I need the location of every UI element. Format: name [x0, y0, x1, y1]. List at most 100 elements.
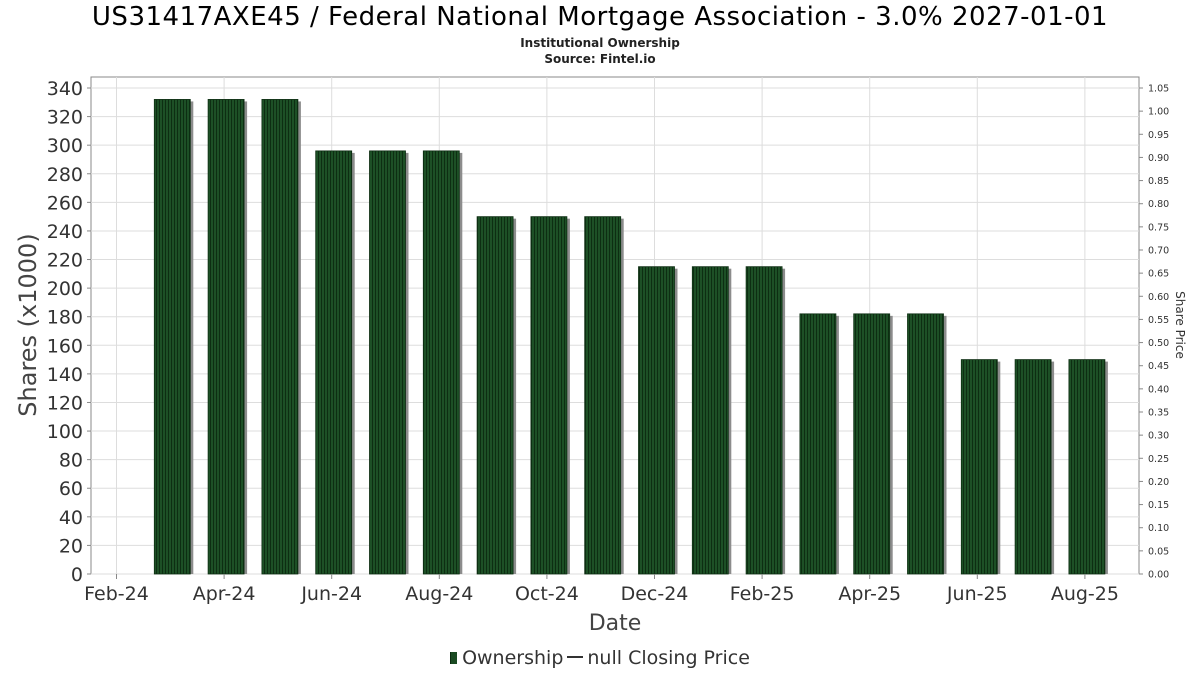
y2-tick-label: 0.40 — [1148, 384, 1169, 395]
bar-body — [907, 313, 944, 575]
bar-body — [638, 266, 675, 575]
ownership-bar — [1068, 359, 1108, 575]
y2-tick-label: 0.20 — [1148, 477, 1169, 488]
y-tick-label: 240 — [47, 221, 83, 243]
ownership-bar — [153, 99, 194, 575]
chart-subtitle-source: Source: Fintel.io — [544, 52, 656, 66]
legend-ownership-label: Ownership — [462, 647, 564, 669]
chart-title: US31417AXE45 / Federal National Mortgage… — [91, 2, 1109, 32]
x-tick-label: Aug-24 — [405, 583, 473, 605]
ownership-bar — [960, 359, 1001, 575]
ownership-bar — [207, 99, 248, 575]
y2-tick-label: 1.00 — [1148, 107, 1169, 118]
ownership-bar — [422, 150, 463, 575]
ownership-bar — [691, 266, 732, 575]
chart-subtitle-ownership: Institutional Ownership — [520, 36, 680, 50]
ownership-bar — [530, 216, 570, 575]
ownership-bar — [261, 99, 301, 575]
ownership-legend-swatch — [450, 652, 458, 664]
ownership-bar — [907, 313, 947, 575]
bar-body — [422, 150, 460, 575]
y2-tick-label: 0.80 — [1148, 199, 1169, 210]
bar-body — [691, 266, 729, 575]
y-tick-label: 40 — [59, 507, 83, 529]
y-tick-label: 200 — [47, 278, 83, 300]
y-tick-label: 140 — [47, 364, 83, 386]
y-tick-label: 20 — [59, 535, 83, 557]
y-tick-label: 260 — [47, 192, 83, 214]
y-tick-label: 180 — [47, 307, 83, 329]
y2-tick-label: 0.35 — [1148, 408, 1169, 419]
ownership-bar — [853, 313, 893, 575]
y2-tick-label: 0.05 — [1148, 546, 1169, 557]
chart-legend: Ownership null Closing Price — [0, 647, 1200, 669]
bar-body — [476, 216, 514, 575]
bar-body — [853, 313, 891, 575]
bar-body — [584, 216, 622, 575]
x-axis-ticks: Feb-24 Apr-24 Jun-24 Aug-24 Oct-24 Dec-24 Feb-… — [84, 574, 1119, 605]
y2-tick-label: 0.90 — [1148, 153, 1169, 164]
ownership-bar — [369, 150, 409, 575]
bar-body — [315, 150, 353, 575]
y2-tick-label: 0.60 — [1148, 292, 1169, 303]
x-tick-label: Dec-24 — [621, 583, 689, 605]
bar-body — [745, 266, 783, 575]
y-axis-label: Shares (x1000) — [14, 233, 42, 416]
y2-tick-label: 0.25 — [1148, 454, 1169, 465]
y-tick-label: 280 — [47, 164, 83, 186]
y2-tick-label: 0.70 — [1148, 246, 1169, 257]
y2-tick-label: 0.00 — [1148, 570, 1169, 581]
ownership-bar — [1014, 359, 1055, 575]
y2-tick-label: 0.85 — [1148, 176, 1169, 187]
y-tick-label: 80 — [59, 450, 83, 472]
y-tick-label: 100 — [47, 421, 83, 443]
y-tick-label: 220 — [47, 250, 83, 272]
ownership-bar — [315, 150, 355, 575]
y2-tick-label: 0.30 — [1148, 431, 1169, 442]
y2-tick-label: 1.05 — [1148, 84, 1169, 95]
y-tick-label: 120 — [47, 392, 83, 414]
x-tick-label: Feb-25 — [730, 583, 795, 605]
bar-body — [1068, 359, 1106, 575]
bar-body — [207, 99, 245, 575]
y-tick-label: 340 — [47, 78, 83, 100]
x-tick-label: Oct-24 — [515, 583, 579, 605]
ownership-bar — [476, 216, 517, 575]
y2-tick-label: 0.50 — [1148, 338, 1169, 349]
y2-tick-label: 0.55 — [1148, 315, 1169, 326]
bar-body — [960, 359, 998, 575]
bar-body — [261, 99, 299, 575]
x-tick-label: Feb-24 — [84, 583, 149, 605]
y-tick-label: 300 — [47, 135, 83, 157]
y-tick-label: 160 — [47, 335, 83, 357]
y2-tick-label: 0.95 — [1148, 130, 1169, 141]
x-axis-label: Date — [589, 611, 642, 636]
bar-body — [530, 216, 568, 575]
x-tick-label: Apr-25 — [838, 583, 901, 605]
ownership-bar — [638, 266, 678, 575]
y-axis-ticks: 0 20 40 60 80 100 120 140 160 180 200 220 240 260 280 3… — [47, 78, 91, 586]
ownership-bar — [745, 266, 786, 575]
ownership-bar — [584, 216, 624, 575]
bar-body — [799, 313, 837, 575]
y2-tick-label: 0.15 — [1148, 500, 1169, 511]
bar-body — [369, 150, 406, 575]
x-tick-label: Jun-24 — [300, 583, 362, 605]
ownership-bar — [799, 313, 839, 575]
y2-tick-label: 0.65 — [1148, 269, 1169, 280]
y-tick-label: 60 — [59, 478, 83, 500]
y2-axis-label: Share Price — [1173, 291, 1187, 359]
y-tick-label: 320 — [47, 107, 83, 129]
y2-tick-label: 0.10 — [1148, 523, 1169, 534]
x-tick-label: Jun-25 — [946, 583, 1008, 605]
bar-body — [153, 99, 191, 575]
x-tick-label: Apr-24 — [193, 583, 256, 605]
ownership-bars — [153, 99, 1108, 575]
y2-tick-label: 0.75 — [1148, 222, 1169, 233]
y2-axis-ticks: 0.00 0.05 0.10 0.15 0.20 0.25 0.30 0.35 0.40 0.45… — [1139, 84, 1169, 581]
y2-tick-label: 0.45 — [1148, 361, 1169, 372]
bar-body — [1014, 359, 1052, 575]
x-tick-label: Aug-25 — [1051, 583, 1119, 605]
y-tick-label: 0 — [71, 564, 83, 586]
